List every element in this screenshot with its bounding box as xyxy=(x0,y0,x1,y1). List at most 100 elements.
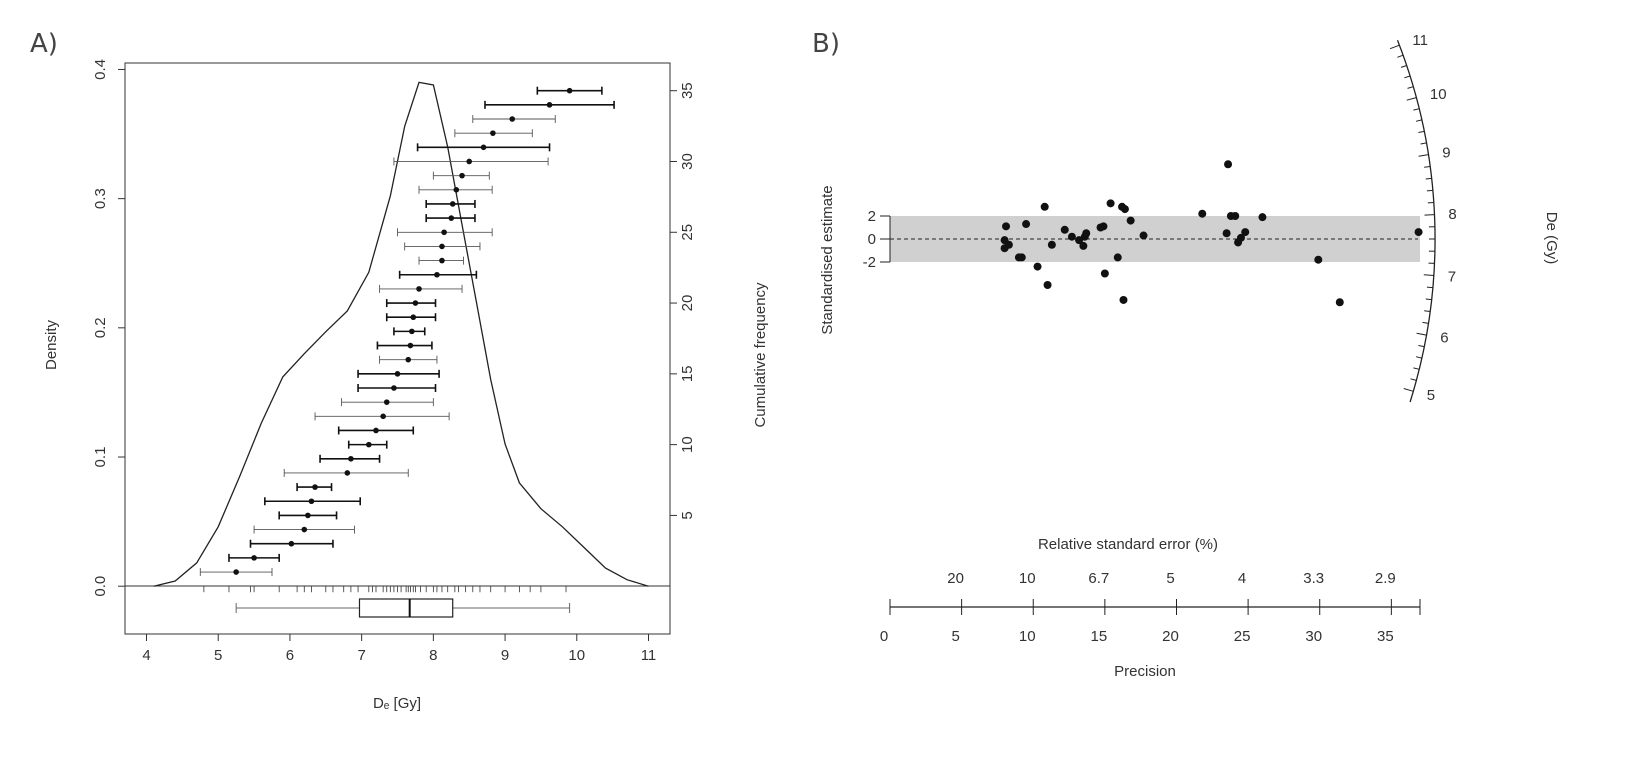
precision-tick-label: 35 xyxy=(1377,628,1394,645)
de-arc-minor-tick xyxy=(1424,167,1430,168)
radial-point xyxy=(1223,229,1231,237)
de-tick-label: 7 xyxy=(357,647,365,664)
de-point xyxy=(490,130,496,136)
boxplot-box xyxy=(359,599,452,617)
de-point xyxy=(289,541,295,547)
de-point xyxy=(391,385,397,391)
de-point xyxy=(547,102,553,108)
precision-tick-label: 5 xyxy=(951,628,959,645)
de-arc-tick-label: 9 xyxy=(1442,145,1450,162)
radial-point xyxy=(1082,229,1090,237)
standardised-estimate-axis: 20-2 xyxy=(863,208,890,271)
de-point xyxy=(416,286,422,292)
cumulative-tick-label: 35 xyxy=(679,82,696,99)
rug-layer xyxy=(204,586,566,592)
cumulative-tick-label: 25 xyxy=(679,224,696,241)
precision-tick-label: 0 xyxy=(880,628,888,645)
radial-point xyxy=(1114,253,1122,261)
radial-point xyxy=(1415,228,1423,236)
radial-point xyxy=(1079,242,1087,250)
density-tick-label: 0.0 xyxy=(92,576,109,597)
relative-standard-error-label: Relative standard error (%) xyxy=(1038,536,1218,553)
relative-error-tick-label: 2.9 xyxy=(1375,570,1396,587)
de-arc-minor-tick xyxy=(1404,76,1410,78)
de-point xyxy=(251,555,257,561)
de-point xyxy=(466,159,472,165)
radial-point xyxy=(1002,222,1010,230)
precision-axis-label: Precision xyxy=(1114,663,1176,680)
de-arc-major-tick xyxy=(1407,98,1417,101)
de-arc-tick-label: 7 xyxy=(1448,269,1456,286)
precision-tick-label: 30 xyxy=(1305,628,1322,645)
de-point xyxy=(567,88,573,94)
density-curve xyxy=(154,82,649,586)
cumulative-tick-label: 10 xyxy=(679,436,696,453)
relative-error-tick-label: 4 xyxy=(1238,570,1246,587)
de-arc-major-tick xyxy=(1425,215,1435,216)
de-arc-minor-tick xyxy=(1427,287,1433,288)
de-point xyxy=(233,569,239,575)
radial-point xyxy=(1231,212,1239,220)
de-arc-minor-tick xyxy=(1426,178,1432,179)
de-tick-label: 8 xyxy=(429,647,437,664)
radial-point xyxy=(1048,241,1056,249)
de-point xyxy=(481,145,487,151)
relative-error-tick-label: 5 xyxy=(1166,570,1174,587)
de-point xyxy=(434,272,440,278)
de-tick-label: 6 xyxy=(286,647,294,664)
density-tick-label: 0.2 xyxy=(92,317,109,338)
radial-point xyxy=(1198,210,1206,218)
density-tick-label: 0.3 xyxy=(92,188,109,209)
de-tick-label: 4 xyxy=(142,647,150,664)
de-arc-minor-tick xyxy=(1416,357,1422,358)
standardised-tick-label: 0 xyxy=(868,231,876,248)
de-arc-minor-tick xyxy=(1413,368,1419,369)
de-point xyxy=(408,343,414,349)
de-point xyxy=(366,442,372,448)
radial-point xyxy=(1099,222,1107,230)
de-tick-label: 9 xyxy=(501,647,509,664)
de-arc-minor-tick xyxy=(1427,190,1433,191)
cumulative-tick-label: 30 xyxy=(679,153,696,170)
radial-point xyxy=(1224,160,1232,168)
de-point xyxy=(454,187,460,193)
precision-tick-label: 20 xyxy=(1162,628,1179,645)
de-arc-minor-tick xyxy=(1418,346,1424,347)
de-arc-tick-label: 10 xyxy=(1430,86,1447,103)
de-tick-label: 11 xyxy=(641,647,657,664)
de-arc-major-tick xyxy=(1424,275,1434,276)
de-point xyxy=(309,498,315,504)
de-point xyxy=(413,300,419,306)
de-arc-major-tick xyxy=(1404,389,1414,392)
radial-point xyxy=(1258,213,1266,221)
radial-point xyxy=(1241,228,1249,236)
cumulative-tick-label: 5 xyxy=(679,511,696,519)
radial-point xyxy=(1005,241,1013,249)
de-point xyxy=(305,513,311,519)
de-radial-axis-label: De (Gy) xyxy=(1543,212,1560,265)
de-arc-minor-tick xyxy=(1418,131,1424,132)
radial-point xyxy=(1121,205,1129,213)
density-tick-label: 0.1 xyxy=(92,447,109,468)
precision-tick-label: 25 xyxy=(1234,628,1251,645)
de-arc-minor-tick xyxy=(1401,66,1407,68)
de-point xyxy=(348,456,354,462)
standardised-tick-label: 2 xyxy=(868,208,876,225)
de-arc-minor-tick xyxy=(1426,299,1432,300)
panel-a-letter: A) xyxy=(30,29,58,59)
relative-error-tick-label: 20 xyxy=(947,570,964,587)
panel-b-letter: B) xyxy=(812,29,840,59)
de-arc-minor-tick xyxy=(1413,109,1419,110)
de-arc-minor-tick xyxy=(1411,379,1417,381)
radial-point xyxy=(1140,232,1148,240)
radial-point xyxy=(1061,226,1069,234)
de-arc-major-tick xyxy=(1417,333,1427,335)
boxplot-layer xyxy=(236,599,569,617)
de-arc-major-tick xyxy=(1390,45,1399,49)
de-point xyxy=(439,258,445,264)
de-point xyxy=(459,173,465,179)
